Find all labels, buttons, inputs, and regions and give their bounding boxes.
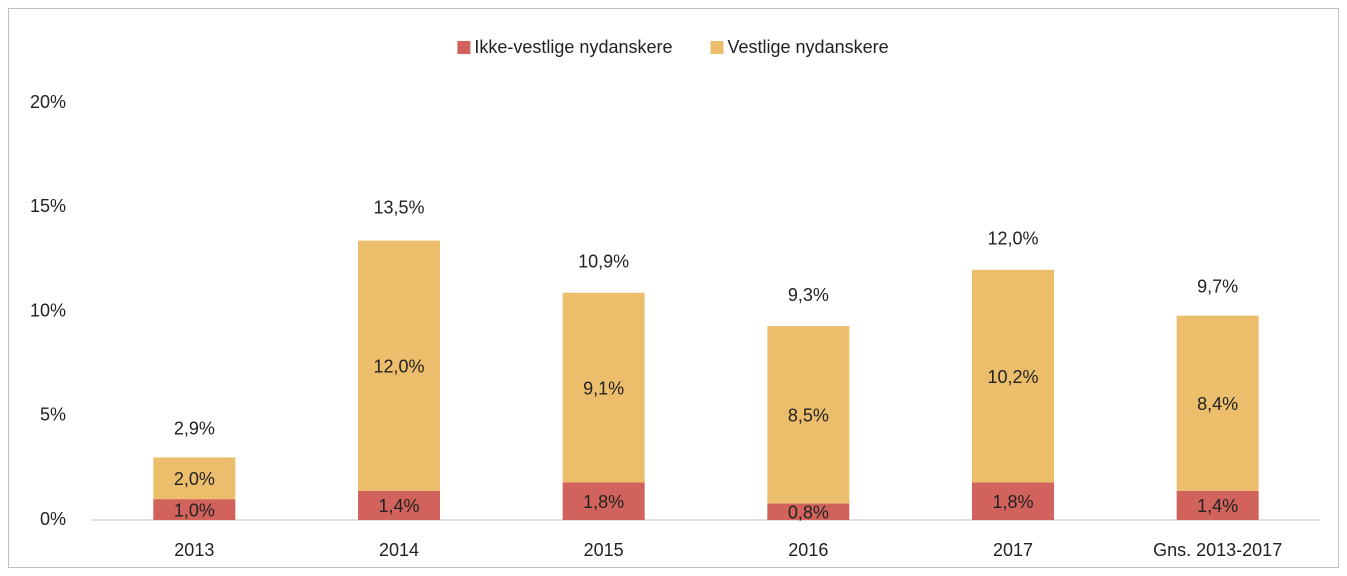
bar-segment — [1176, 490, 1259, 520]
data-label: 10,2% — [987, 367, 1038, 387]
total-label: 10,9% — [578, 251, 629, 271]
bar-segment — [1176, 315, 1259, 491]
bar-segment — [562, 292, 645, 483]
bar-segment — [358, 490, 440, 520]
data-label: 1,8% — [992, 492, 1033, 512]
data-label: 12,0% — [373, 356, 424, 376]
legend-label: Vestlige nydanskere — [728, 37, 889, 57]
total-label: 2,9% — [174, 418, 215, 438]
bar-segment — [358, 240, 440, 491]
bar-segment — [972, 482, 1054, 520]
data-label: 8,4% — [1197, 394, 1238, 414]
data-label: 1,4% — [1197, 496, 1238, 516]
data-label: 1,4% — [378, 496, 419, 516]
x-tick-label: Gns. 2013-2017 — [1153, 540, 1282, 560]
total-label: 12,0% — [987, 229, 1038, 249]
y-tick-label: 5% — [40, 405, 66, 425]
legend-swatch — [457, 41, 471, 54]
x-tick-label: 2014 — [379, 540, 419, 560]
legend-swatch — [710, 41, 724, 54]
x-tick-label: 2017 — [993, 540, 1033, 560]
data-label: 0,8% — [788, 502, 829, 522]
bar-segment — [153, 499, 236, 520]
data-label: 2,0% — [174, 469, 215, 489]
bar-segment — [562, 482, 645, 520]
bar-segment — [767, 503, 850, 520]
data-label: 1,0% — [174, 500, 215, 520]
total-label: 9,7% — [1197, 277, 1238, 297]
data-label: 8,5% — [788, 405, 829, 425]
bar-segment — [767, 326, 850, 504]
legend-label: Ikke-vestlige nydanskere — [474, 37, 672, 57]
y-tick-label: 10% — [30, 300, 66, 320]
data-label: 1,8% — [583, 492, 624, 512]
bar-segment — [153, 457, 236, 500]
total-label: 9,3% — [788, 285, 829, 305]
data-label: 9,1% — [583, 378, 624, 398]
y-tick-label: 20% — [30, 92, 66, 112]
y-tick-label: 0% — [40, 509, 66, 529]
x-tick-label: 2015 — [584, 540, 624, 560]
y-tick-label: 15% — [30, 196, 66, 216]
total-label: 13,5% — [373, 197, 424, 217]
x-tick-label: 2013 — [174, 540, 214, 560]
bar-segment — [972, 269, 1054, 483]
x-tick-label: 2016 — [788, 540, 828, 560]
